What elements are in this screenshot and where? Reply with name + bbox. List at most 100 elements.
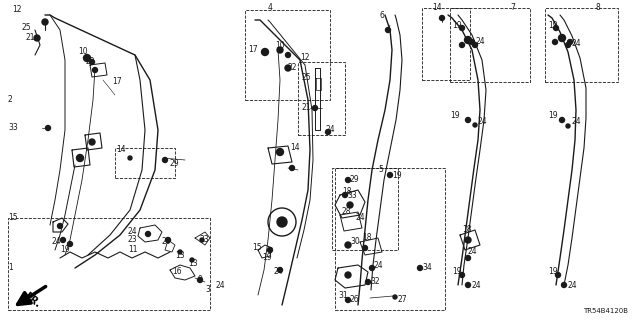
Text: FR.: FR. xyxy=(22,291,42,309)
Circle shape xyxy=(554,26,559,30)
Circle shape xyxy=(166,237,170,243)
Text: 5: 5 xyxy=(378,165,383,174)
Text: 19: 19 xyxy=(548,268,557,276)
Text: 29: 29 xyxy=(170,158,180,167)
Text: 11: 11 xyxy=(128,245,138,254)
Circle shape xyxy=(460,273,465,277)
Circle shape xyxy=(178,250,182,254)
Circle shape xyxy=(465,117,470,123)
Text: 33: 33 xyxy=(347,190,356,199)
Text: 19: 19 xyxy=(452,268,461,276)
Text: 21: 21 xyxy=(26,34,35,43)
Circle shape xyxy=(559,117,564,123)
Circle shape xyxy=(128,156,132,160)
Text: 33: 33 xyxy=(8,124,18,132)
Circle shape xyxy=(417,266,422,270)
Circle shape xyxy=(83,54,90,61)
Text: 18: 18 xyxy=(342,188,351,196)
Circle shape xyxy=(289,165,294,171)
Circle shape xyxy=(566,43,570,47)
Text: 19: 19 xyxy=(60,245,70,254)
Text: 23: 23 xyxy=(128,236,138,244)
Text: 10: 10 xyxy=(78,47,88,57)
Text: 28: 28 xyxy=(342,207,351,217)
Circle shape xyxy=(347,202,353,208)
Text: 17: 17 xyxy=(112,77,122,86)
Text: 27: 27 xyxy=(398,295,408,305)
Text: 12: 12 xyxy=(300,53,310,62)
Text: 7: 7 xyxy=(510,4,515,12)
Text: 16: 16 xyxy=(172,268,182,276)
Circle shape xyxy=(387,172,392,178)
Text: 24: 24 xyxy=(326,125,335,134)
Text: 24: 24 xyxy=(52,237,61,246)
Circle shape xyxy=(77,155,83,162)
Text: 15: 15 xyxy=(252,244,262,252)
Circle shape xyxy=(369,266,374,270)
Text: 24: 24 xyxy=(572,117,582,126)
Circle shape xyxy=(276,148,284,156)
Text: 14: 14 xyxy=(432,4,442,12)
Circle shape xyxy=(465,36,472,44)
Text: 24: 24 xyxy=(215,281,225,290)
Circle shape xyxy=(473,123,477,127)
Circle shape xyxy=(90,60,95,65)
Bar xyxy=(332,168,398,250)
Circle shape xyxy=(345,272,351,278)
Circle shape xyxy=(440,15,445,20)
Circle shape xyxy=(460,26,465,30)
Circle shape xyxy=(556,273,561,277)
Text: 21: 21 xyxy=(302,103,312,113)
Text: 31: 31 xyxy=(338,291,348,300)
Circle shape xyxy=(42,19,48,25)
Circle shape xyxy=(365,279,371,284)
Text: 15: 15 xyxy=(8,213,18,222)
Text: 19: 19 xyxy=(548,110,557,119)
Circle shape xyxy=(198,277,202,283)
Circle shape xyxy=(200,238,204,242)
Circle shape xyxy=(45,125,51,131)
Text: 19: 19 xyxy=(452,20,461,29)
Text: 30: 30 xyxy=(350,237,360,246)
Circle shape xyxy=(93,68,97,73)
Bar xyxy=(8,218,210,310)
Circle shape xyxy=(61,237,65,243)
Circle shape xyxy=(470,39,474,44)
Text: 10: 10 xyxy=(275,41,285,50)
Text: 32: 32 xyxy=(370,277,380,286)
Text: 22: 22 xyxy=(288,63,298,73)
Circle shape xyxy=(268,247,273,252)
Text: 13: 13 xyxy=(188,260,198,268)
Text: 24: 24 xyxy=(128,228,138,236)
Circle shape xyxy=(163,157,168,163)
Bar xyxy=(545,8,618,82)
Circle shape xyxy=(568,39,573,44)
Circle shape xyxy=(552,39,557,44)
Circle shape xyxy=(326,130,330,134)
Text: 19: 19 xyxy=(262,253,271,262)
Circle shape xyxy=(190,258,194,262)
Circle shape xyxy=(312,106,317,110)
Circle shape xyxy=(561,283,566,287)
Text: 24: 24 xyxy=(471,281,481,290)
Circle shape xyxy=(465,255,470,260)
Text: 14: 14 xyxy=(116,146,125,155)
Text: 12: 12 xyxy=(12,5,22,14)
Text: 24: 24 xyxy=(475,37,484,46)
Text: 24: 24 xyxy=(468,247,477,257)
Circle shape xyxy=(285,65,291,71)
Circle shape xyxy=(145,231,150,236)
Text: 24: 24 xyxy=(274,268,284,276)
Bar xyxy=(450,8,530,82)
Text: 24: 24 xyxy=(374,260,383,269)
Text: 24: 24 xyxy=(567,281,577,290)
Circle shape xyxy=(465,283,470,287)
Text: 9: 9 xyxy=(198,276,203,284)
Circle shape xyxy=(362,245,367,251)
Text: 4: 4 xyxy=(268,4,273,12)
Text: 23: 23 xyxy=(200,236,210,244)
Text: 18: 18 xyxy=(462,226,472,235)
Circle shape xyxy=(385,28,390,33)
Text: 14: 14 xyxy=(290,143,300,153)
Text: 25: 25 xyxy=(22,22,31,31)
